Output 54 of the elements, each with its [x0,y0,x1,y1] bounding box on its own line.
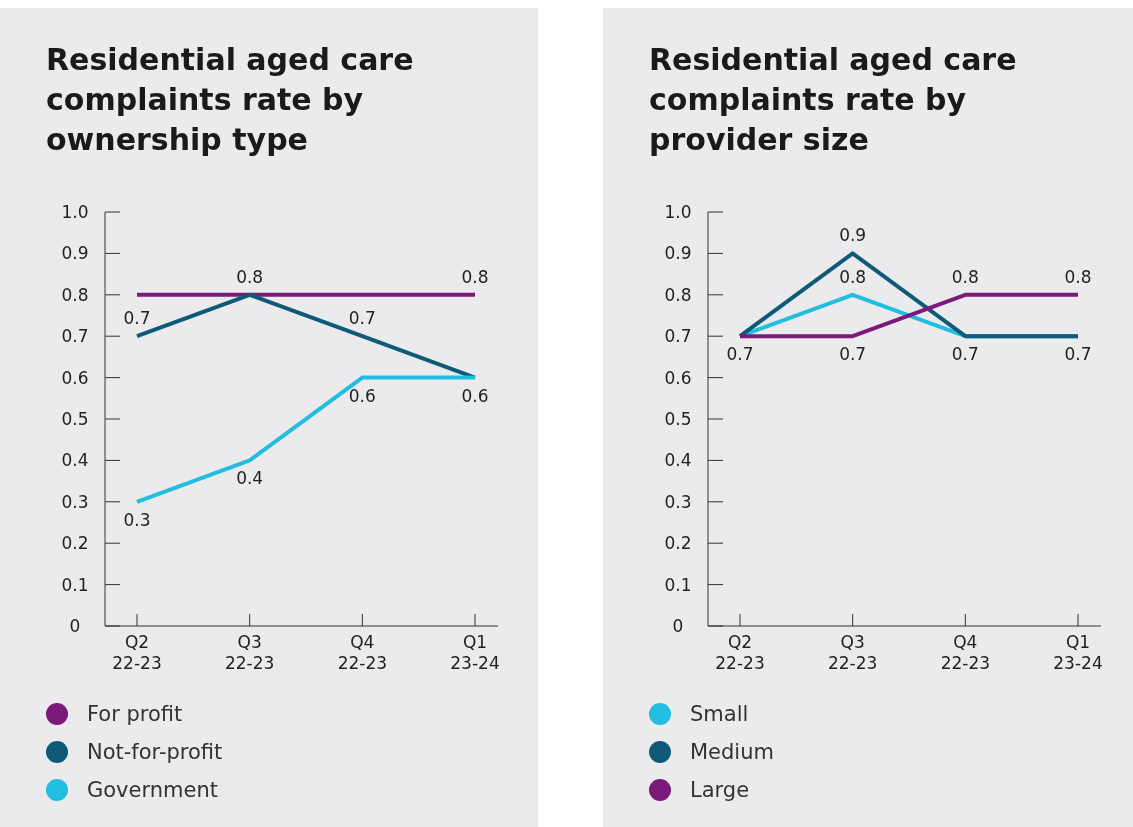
data-label: 0.7 [951,344,979,365]
y-tick-label: 1.0 [61,201,89,222]
y-tick-label: 1.0 [664,201,692,222]
x-tick-label: Q1 23-24 [450,632,500,673]
legend-label: Small [690,702,749,727]
y-tick-label: 0.1 [61,574,89,595]
data-label: 0.7 [348,308,376,329]
data-label: 0.9 [839,225,867,246]
y-tick-label: 0.5 [664,408,692,429]
data-label: 0.8 [461,266,489,287]
data-label: 0.8 [236,266,264,287]
data-label: 0.8 [839,266,867,287]
legend-label: Medium [690,740,774,765]
y-tick-label: 0.6 [664,367,692,388]
y-tick-label: 0 [69,615,81,636]
y-tick-label: 0.4 [61,450,89,471]
legend-label: Not-for-profit [87,740,223,765]
x-tick-label: Q1 23-24 [1053,632,1103,673]
x-tick-label: Q2 22-23 [112,632,162,673]
y-tick-label: 0.8 [61,284,89,305]
y-tick-label: 0.9 [664,243,692,264]
x-tick-label: Q4 22-23 [337,632,388,673]
data-label: 0.3 [123,509,151,530]
data-label: 0.6 [348,385,376,406]
y-tick-label: 0.4 [664,450,692,471]
x-tick-label: Q3 22-23 [224,632,275,673]
data-label: 0.7 [839,344,867,365]
y-tick-label: 0.2 [61,533,89,554]
legend-label: Large [690,778,750,803]
y-tick-label: 0.6 [61,367,89,388]
y-tick-label: 0.9 [61,243,89,264]
x-tick-label: Q4 22-23 [940,632,991,673]
y-tick-label: 0.2 [664,533,692,554]
data-label: 0.7 [1064,344,1092,365]
y-tick-label: 0.5 [61,408,89,429]
data-label: 0.7 [726,344,754,365]
y-tick-label: 0 [672,615,684,636]
chart-title: Residential aged care complaints rate by provider size [649,42,1017,157]
data-label: 0.8 [951,266,979,287]
x-tick-label: Q2 22-23 [715,632,765,673]
y-tick-label: 0.3 [61,491,89,512]
chart-title: Residential aged care complaints rate by ownership type [46,42,414,157]
legend-label: For profit [87,702,183,727]
data-label: 0.8 [1064,266,1092,287]
y-tick-label: 0.7 [664,326,692,347]
y-tick-label: 0.1 [664,574,692,595]
data-label: 0.4 [236,468,264,489]
y-tick-label: 0.8 [664,284,692,305]
x-tick-label: Q3 22-23 [827,632,878,673]
legend-label: Government [87,778,218,803]
data-label: 0.7 [123,308,151,329]
y-tick-label: 0.3 [664,491,692,512]
y-tick-label: 0.7 [61,326,89,347]
data-label: 0.6 [461,385,489,406]
